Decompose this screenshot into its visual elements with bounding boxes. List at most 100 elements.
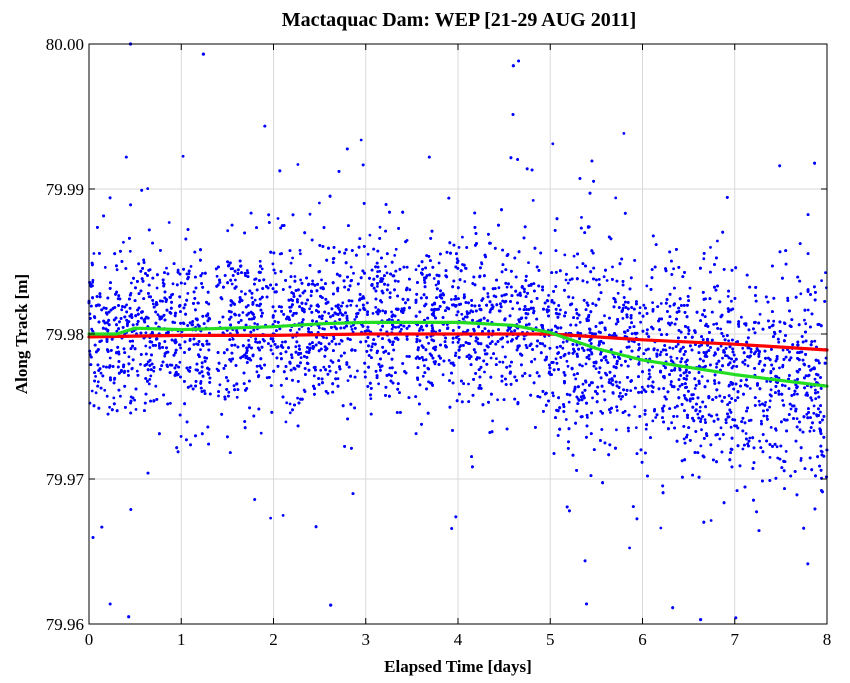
scatter-point: [415, 340, 419, 344]
scatter-point: [782, 418, 786, 421]
scatter-point: [393, 254, 397, 257]
scatter-point: [276, 217, 280, 220]
scatter-point: [134, 408, 138, 411]
scatter-point: [620, 363, 623, 367]
scatter-point: [139, 363, 142, 366]
scatter-point: [126, 369, 130, 373]
scatter-point: [799, 457, 803, 460]
scatter-point: [619, 350, 623, 354]
scatter-point: [192, 343, 196, 346]
scatter-point: [719, 327, 723, 331]
scatter-point: [368, 233, 372, 237]
scatter-point: [463, 280, 467, 283]
scatter-point: [371, 342, 375, 346]
scatter-point: [135, 332, 138, 335]
scatter-point: [703, 418, 707, 421]
scatter-point: [155, 286, 159, 290]
scatter-point: [374, 306, 378, 309]
scatter-point: [334, 371, 338, 374]
scatter-point: [671, 347, 675, 350]
scatter-point: [654, 416, 658, 419]
scatter-point: [156, 313, 160, 316]
scatter-point: [715, 365, 718, 369]
scatter-point: [495, 357, 498, 360]
scatter-point: [594, 367, 598, 370]
scatter-point: [608, 378, 611, 382]
scatter-point: [700, 375, 704, 378]
scatter-point: [611, 265, 614, 269]
scatter-point: [668, 304, 672, 308]
scatter-point: [581, 364, 584, 368]
scatter-point: [320, 278, 323, 282]
scatter-point: [615, 409, 619, 412]
scatter-point: [294, 345, 298, 349]
scatter-point: [527, 261, 530, 264]
scatter-point: [776, 456, 780, 460]
scatter-point: [586, 348, 590, 352]
scatter-point: [487, 335, 491, 339]
scatter-point: [778, 366, 781, 370]
scatter-point: [781, 348, 785, 352]
scatter-point: [799, 459, 803, 462]
scatter-points: [87, 42, 829, 622]
scatter-point: [186, 292, 190, 295]
scatter-point: [189, 265, 193, 268]
scatter-point: [112, 396, 116, 400]
scatter-point: [552, 394, 555, 398]
scatter-point: [289, 261, 293, 265]
scatter-point: [165, 266, 168, 270]
scatter-point: [812, 429, 816, 432]
scatter-point: [712, 323, 716, 326]
scatter-point: [642, 303, 646, 307]
scatter-point: [218, 383, 222, 387]
scatter-point: [460, 312, 464, 316]
scatter-point: [486, 292, 490, 295]
scatter-point: [99, 371, 103, 375]
scatter-point: [814, 388, 817, 392]
scatter-point: [259, 431, 263, 435]
scatter-point: [812, 411, 816, 415]
scatter-point: [454, 351, 458, 355]
scatter-point: [329, 359, 333, 362]
scatter-point: [288, 402, 292, 406]
scatter-point: [352, 271, 355, 275]
scatter-point: [762, 414, 766, 418]
scatter-point: [524, 343, 528, 347]
scatter-point: [748, 436, 752, 440]
scatter-point: [432, 277, 436, 280]
scatter-point: [758, 312, 762, 316]
scatter-point: [396, 280, 400, 283]
scatter-point: [256, 341, 259, 344]
scatter-point: [281, 340, 284, 344]
scatter-point: [639, 320, 642, 324]
scatter-point: [687, 332, 690, 336]
scatter-point: [350, 328, 354, 331]
scatter-point: [149, 374, 153, 378]
scatter-point: [174, 364, 178, 367]
scatter-point: [743, 358, 747, 362]
scatter-point: [743, 362, 747, 366]
scatter-point: [90, 389, 94, 393]
scatter-point: [144, 344, 148, 348]
scatter-point: [727, 339, 730, 343]
scatter-point: [465, 310, 469, 313]
scatter-point: [621, 306, 625, 310]
scatter-point: [256, 323, 259, 326]
scatter-point: [483, 370, 486, 374]
scatter-point: [148, 346, 152, 349]
scatter-point: [103, 266, 107, 269]
scatter-point: [94, 391, 98, 395]
scatter-point: [103, 388, 107, 392]
scatter-point: [240, 290, 243, 293]
scatter-point: [777, 340, 781, 344]
scatter-point: [808, 429, 812, 433]
scatter-point: [564, 418, 568, 421]
scatter-point: [820, 450, 824, 454]
scatter-point: [602, 389, 606, 393]
scatter-point: [698, 405, 702, 409]
scatter-point: [699, 444, 703, 448]
scatter-point: [235, 395, 239, 399]
scatter-point: [501, 345, 505, 349]
scatter-point: [795, 417, 799, 420]
scatter-point: [580, 216, 583, 219]
